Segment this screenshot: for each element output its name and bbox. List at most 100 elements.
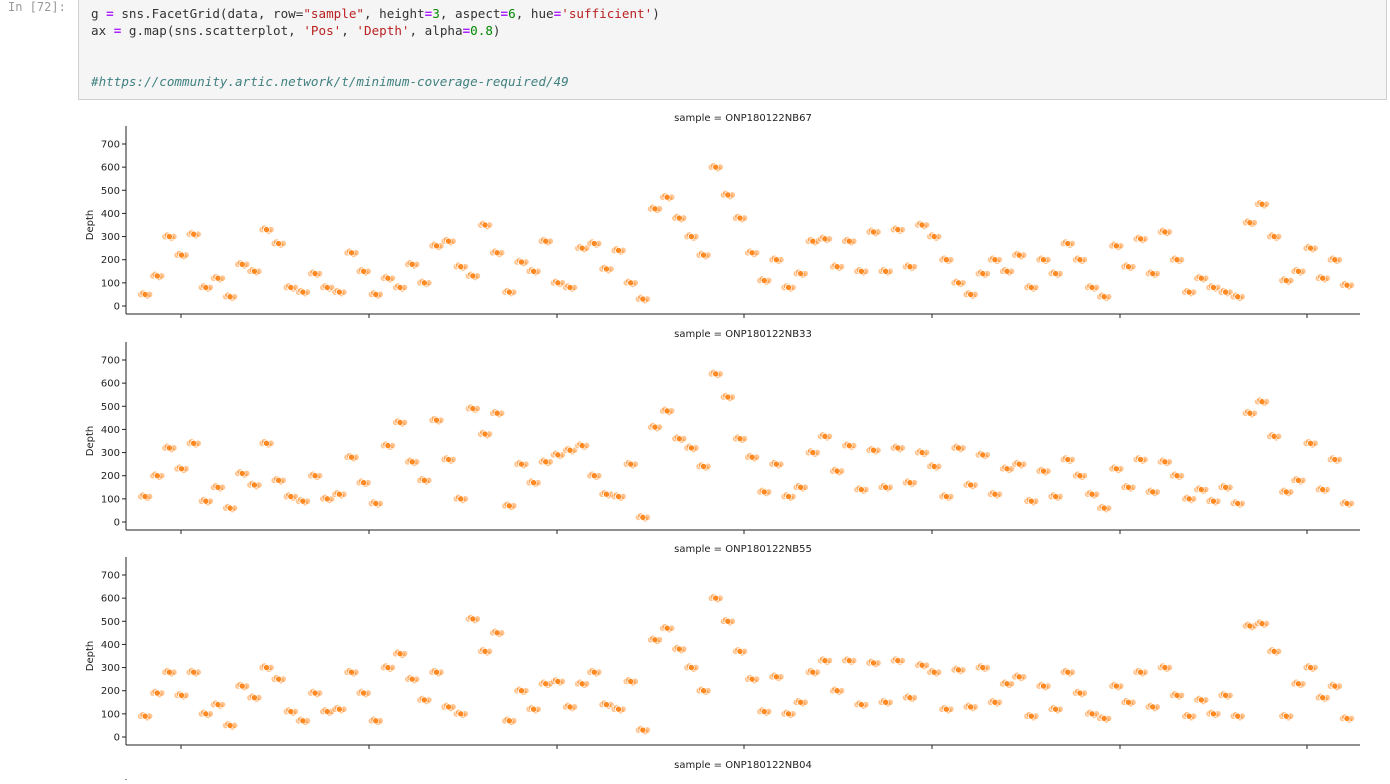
code-line: ax = g.map(sns.scatterplot, 'Pos', 'Dept… (91, 23, 501, 38)
data-point (1210, 710, 1217, 718)
code-line: #https://community.artic.network/t/minim… (91, 74, 569, 89)
data-point (1088, 490, 1096, 498)
data-point (1185, 495, 1193, 503)
data-point (930, 668, 938, 676)
data-point (1307, 664, 1314, 671)
data-point (202, 497, 210, 505)
data-point (323, 495, 331, 503)
data-point (469, 405, 477, 412)
data-point (1028, 284, 1035, 291)
data-point (1015, 673, 1023, 681)
data-point (797, 270, 805, 277)
data-point (1161, 664, 1169, 671)
data-point (773, 460, 780, 468)
data-point (396, 419, 404, 426)
code-token: #https://community.artic.network/t/minim… (91, 74, 569, 89)
data-point (1161, 228, 1169, 236)
data-point (566, 446, 574, 454)
y-tick-label: 500 (101, 186, 120, 197)
data-point (1307, 440, 1314, 447)
data-point (627, 678, 635, 685)
data-point (1173, 256, 1181, 264)
data-point (1331, 682, 1339, 690)
data-point (675, 214, 683, 222)
code-token: 'Pos' (303, 23, 342, 38)
data-point (773, 256, 780, 264)
data-point (299, 717, 307, 725)
data-point (141, 712, 149, 720)
data-point (967, 703, 974, 711)
data-point (263, 226, 270, 233)
data-point (663, 193, 671, 201)
data-point (1343, 500, 1351, 507)
data-point (348, 453, 355, 461)
data-point (675, 645, 683, 653)
data-point (894, 657, 902, 664)
data-point (1246, 219, 1254, 226)
data-point (1003, 680, 1011, 688)
data-point (542, 237, 550, 245)
data-point (226, 504, 234, 512)
data-point (1028, 712, 1035, 720)
data-point (1161, 458, 1169, 466)
data-point (506, 502, 513, 510)
data-point (809, 237, 817, 245)
data-point (360, 689, 367, 697)
data-point (1137, 235, 1144, 243)
data-point (967, 291, 974, 298)
data-point (1331, 256, 1339, 264)
data-point (1234, 293, 1242, 301)
data-point (603, 490, 610, 498)
data-point (1137, 668, 1144, 676)
data-point (943, 256, 950, 264)
data-point (1100, 293, 1108, 301)
data-point (166, 444, 173, 452)
data-point (688, 664, 695, 671)
data-point (870, 446, 877, 454)
data-point (663, 407, 671, 415)
data-point (372, 500, 380, 507)
data-point (1076, 472, 1084, 480)
data-point (1015, 251, 1023, 259)
data-point (1198, 696, 1205, 704)
data-point (1125, 263, 1132, 270)
y-tick-label: 600 (101, 594, 120, 605)
data-point (724, 191, 732, 199)
data-point (1283, 488, 1290, 496)
code-editor[interactable]: g = sns.FacetGrid(data, row="sample", he… (91, 5, 660, 90)
data-point (554, 451, 562, 459)
code-token: , height (364, 6, 425, 21)
data-point (445, 703, 452, 711)
data-point (530, 267, 537, 275)
data-point (1149, 488, 1157, 496)
data-point (238, 682, 246, 690)
data-point (785, 284, 792, 291)
data-point (894, 226, 902, 233)
data-point (506, 288, 513, 296)
data-point (712, 370, 720, 378)
data-point (809, 449, 817, 456)
y-tick-label: 600 (101, 379, 120, 390)
code-token: 6 (508, 6, 516, 21)
y-tick-label: 200 (101, 255, 120, 266)
data-point (311, 270, 319, 277)
y-axis-label: Depth (85, 210, 96, 240)
data-point (760, 488, 768, 496)
data-point (1258, 200, 1266, 208)
data-point (336, 705, 343, 713)
data-point (1258, 398, 1266, 405)
facet-panel: sample = ONP180122NB67 0 100 200 300 400 500 60… (85, 113, 1360, 318)
data-point (797, 698, 805, 706)
data-point (858, 267, 865, 275)
code-cell[interactable]: g = sns.FacetGrid(data, row="sample", he… (78, 0, 1387, 100)
data-point (1222, 483, 1229, 491)
data-point (882, 483, 889, 491)
data-point (311, 472, 319, 480)
y-tick-label: 500 (101, 402, 120, 413)
data-point (797, 483, 805, 491)
data-point (433, 668, 440, 676)
data-point (1064, 456, 1072, 463)
data-point (991, 256, 999, 264)
data-point (1234, 500, 1242, 507)
data-point (518, 258, 525, 266)
